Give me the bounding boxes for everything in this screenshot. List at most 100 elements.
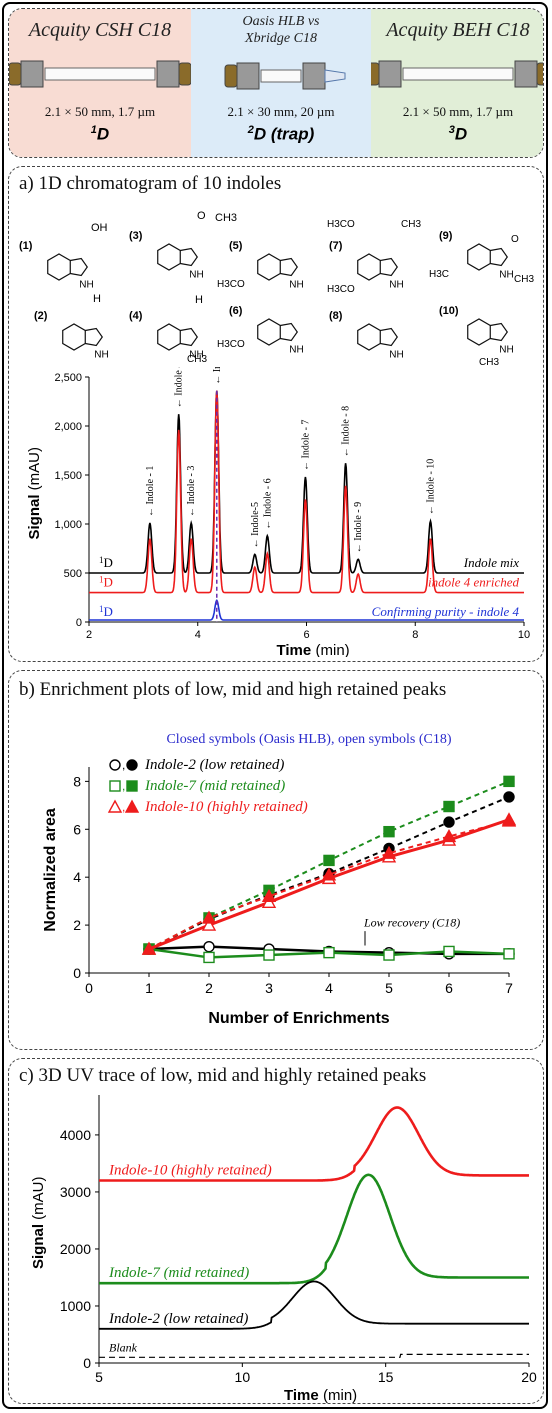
y-tick-label: 500 [64, 568, 82, 580]
y-tick-label: 4000 [60, 1127, 91, 1143]
marker [109, 759, 121, 771]
column-spec: 2.1 × 50 mm, 1.7 µm [44, 104, 156, 119]
x-tick-label: 5 [385, 980, 393, 996]
uv-trace-chart: 0 1000 2000 3000 4000 5 10 15 20 Time (min) Signal … [30, 1095, 537, 1403]
marker [124, 799, 140, 813]
x-tick-label: 2 [86, 629, 92, 641]
structure-number: (8) [329, 310, 343, 322]
marker [107, 799, 123, 813]
atom-label: NH [289, 345, 303, 356]
marker [503, 948, 515, 960]
legend-comma: , [122, 779, 125, 793]
column-dimension: 1D [90, 124, 110, 144]
pyrrole-ring [380, 327, 398, 347]
atom-label: NH [389, 350, 403, 361]
marker [201, 910, 217, 924]
atom-label: NH [189, 350, 203, 361]
column-strip: Acquity CSH C18 2.1 × 50 mm, 1.7 µm 1D O… [8, 8, 544, 158]
pyrrole-ring [180, 327, 198, 347]
atom-label: H3C [429, 269, 449, 280]
enrichment-chart: Closed symbols (Oasis HLB), open symbols… [42, 732, 517, 1027]
peak-label: ← Indole-5 [250, 502, 261, 548]
panel-c-heading: c) 3D UV trace of low, mid and highly re… [19, 1065, 427, 1086]
series-prefix: 1D [99, 575, 113, 590]
trace-black [89, 390, 524, 574]
trace-red [89, 390, 524, 594]
benzene-ring [62, 323, 86, 351]
x-tick-label: 10 [235, 1369, 251, 1385]
x-tick-label: 20 [521, 1369, 537, 1385]
marker [381, 845, 397, 859]
atom-label: NH [94, 350, 108, 361]
annotation: Low recovery (C18) [363, 915, 460, 929]
y-tick-label: 2 [73, 917, 81, 933]
atom-label: H [195, 294, 203, 306]
peak-label: ← Indole - 6 [262, 478, 273, 529]
fitting [9, 62, 22, 86]
panel-a: a) 1D chromatogram of 10 indoles (1) NH (2… [8, 166, 544, 662]
y-tick-label: 0 [73, 965, 81, 981]
atom-label: H3CO [217, 339, 245, 350]
marker [443, 945, 455, 958]
column-body [44, 67, 156, 81]
column-3d: Acquity BEH C18 2.1 × 50 mm, 1.7 µm 3D [371, 9, 543, 157]
uv-trace [99, 1280, 529, 1330]
y-tick-label: 6 [73, 821, 81, 837]
peak-label: ← Indole - 2 [174, 367, 185, 408]
marker [383, 825, 395, 838]
fitting [178, 62, 191, 86]
benzene-ring [257, 253, 281, 281]
structure-number: (6) [229, 305, 243, 317]
marker [203, 951, 215, 964]
column-body [402, 67, 514, 81]
fitting [236, 62, 260, 90]
marker [203, 940, 215, 953]
column-dimension: 2D (trap) [247, 124, 315, 144]
y-tick-label: 1,000 [54, 519, 82, 531]
y-axis-label: Signal (mAU) [30, 1176, 47, 1269]
y-tick-label: 2000 [60, 1241, 91, 1257]
pyrrole-ring [490, 322, 508, 342]
atom-label: H [93, 293, 101, 305]
fitting [371, 62, 380, 86]
column-title: Oasis HLB vs Xbridge C18 [242, 14, 320, 46]
atom-label: NH [289, 280, 303, 291]
atom-label: H3CO [327, 284, 355, 295]
marker [443, 816, 455, 828]
peak-label: ← Indole - 1 [145, 466, 156, 517]
benzene-ring [467, 318, 491, 346]
peak-label: ← Indole - 10 [425, 459, 436, 515]
atom-label: O [511, 234, 519, 245]
pyrrole-ring [490, 247, 508, 267]
benzene-ring [157, 323, 181, 351]
y-tick-label: 2,000 [54, 421, 82, 433]
x-tick-label: 3 [265, 980, 273, 996]
atom-label: CH3 [514, 274, 534, 285]
uv-trace [99, 1173, 529, 1285]
column-title: Acquity CSH C18 [28, 19, 172, 41]
x-tick-label: 6 [445, 980, 453, 996]
y-tick-label: 0 [83, 1355, 91, 1371]
atom-label: NH [499, 270, 513, 281]
trace-label: Indole-10 (highly retained) [108, 1163, 272, 1179]
atom-label: H3CO [327, 219, 355, 230]
marker [441, 829, 457, 843]
x-axis-label: Number of Enrichments [208, 1010, 389, 1027]
legend-entry: Indole-2 (low retained) [144, 757, 284, 773]
structure-number: (10) [439, 305, 459, 317]
legend-entry: Indole-7 (mid retained) [144, 778, 285, 794]
pyrrole-ring [280, 322, 298, 342]
trace-blue [89, 598, 524, 621]
marker [383, 949, 395, 961]
x-axis-unit: (min) [316, 642, 350, 657]
trace-label: Blank [109, 1340, 138, 1354]
indole-structures: (1) NH (2) NH (3) NH (4) NH (5) NH (6) NH (7) NH (8) NH… [19, 210, 534, 368]
uv-trace [99, 1353, 529, 1358]
structure-number: (3) [129, 230, 143, 242]
benzene-ring [357, 323, 381, 351]
y-tick-label: 2,500 [54, 372, 82, 384]
pyrrole-ring [70, 257, 88, 277]
legend-comma: , [122, 758, 125, 772]
pyrrole-ring [85, 327, 103, 347]
